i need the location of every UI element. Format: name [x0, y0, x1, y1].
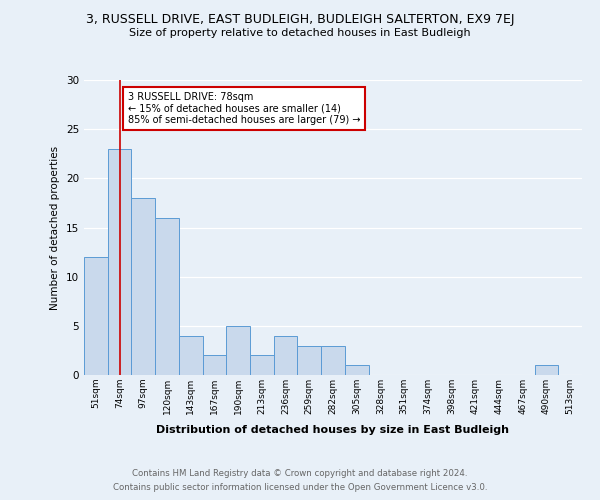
Bar — [535, 365, 558, 375]
Bar — [274, 336, 298, 375]
Text: Contains public sector information licensed under the Open Government Licence v3: Contains public sector information licen… — [113, 484, 487, 492]
Bar — [321, 346, 345, 375]
Bar — [226, 326, 250, 375]
Text: 3 RUSSELL DRIVE: 78sqm
← 15% of detached houses are smaller (14)
85% of semi-det: 3 RUSSELL DRIVE: 78sqm ← 15% of detached… — [128, 92, 361, 125]
Bar — [84, 257, 108, 375]
Bar — [298, 346, 321, 375]
Bar — [131, 198, 155, 375]
Bar — [155, 218, 179, 375]
X-axis label: Distribution of detached houses by size in East Budleigh: Distribution of detached houses by size … — [157, 426, 509, 436]
Bar — [179, 336, 203, 375]
Bar — [250, 356, 274, 375]
Bar — [345, 365, 368, 375]
Bar — [203, 356, 226, 375]
Text: Contains HM Land Registry data © Crown copyright and database right 2024.: Contains HM Land Registry data © Crown c… — [132, 468, 468, 477]
Text: 3, RUSSELL DRIVE, EAST BUDLEIGH, BUDLEIGH SALTERTON, EX9 7EJ: 3, RUSSELL DRIVE, EAST BUDLEIGH, BUDLEIG… — [86, 12, 514, 26]
Bar — [108, 149, 131, 375]
Text: Size of property relative to detached houses in East Budleigh: Size of property relative to detached ho… — [129, 28, 471, 38]
Y-axis label: Number of detached properties: Number of detached properties — [50, 146, 61, 310]
